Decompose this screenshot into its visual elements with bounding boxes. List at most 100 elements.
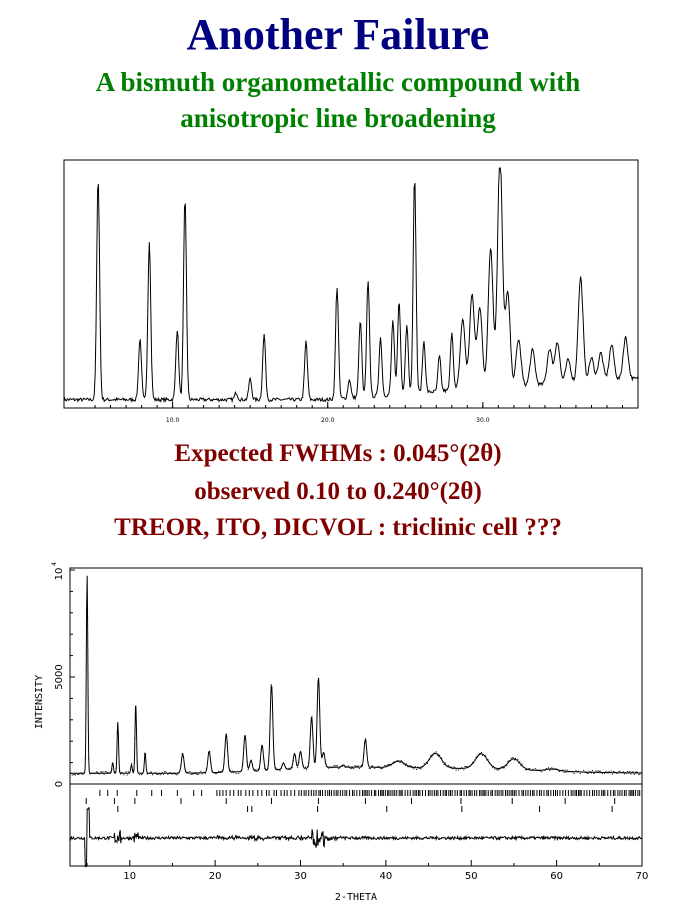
x-tick-label: 40 <box>380 871 393 882</box>
observed-point <box>172 773 174 775</box>
observed-point <box>447 764 449 766</box>
calculated-profile-line <box>70 575 642 774</box>
observed-point <box>478 753 480 755</box>
observed-point <box>254 769 256 771</box>
observed-point <box>513 759 515 761</box>
observed-point <box>293 752 295 754</box>
observed-point <box>454 767 456 769</box>
rietveld-fit-chart: 10 20 30 40 50 60 70 0 5000 10 4 2-THETA INTENSITY <box>34 562 648 903</box>
observed-point <box>170 773 172 775</box>
observed-point <box>165 771 167 773</box>
observed-point <box>482 754 483 756</box>
observed-point <box>97 771 98 773</box>
observed-point <box>511 757 513 759</box>
observed-point <box>439 754 441 756</box>
observed-point <box>435 751 437 753</box>
observed-point <box>190 773 192 775</box>
observed-point <box>330 767 332 769</box>
observed-point <box>532 768 534 770</box>
x-tick-label: 10.0 <box>166 417 180 424</box>
observed-point <box>392 761 394 763</box>
observed-point <box>501 765 503 767</box>
observed-point <box>592 770 593 772</box>
observed-point <box>623 773 625 775</box>
observed-point <box>358 768 360 770</box>
plot-frame <box>63 159 639 409</box>
observed-point <box>638 774 640 776</box>
observed-point <box>562 769 564 771</box>
observed-point <box>201 773 203 775</box>
observed-point <box>157 774 159 776</box>
observed-point <box>204 773 206 775</box>
observed-point <box>586 772 588 774</box>
observed-point <box>106 772 108 774</box>
observed-point <box>123 774 125 776</box>
x-tick-label: 20 <box>209 871 222 882</box>
observed-point <box>453 766 455 768</box>
observed-point <box>357 765 359 767</box>
observed-point <box>633 773 635 775</box>
raw-diffraction-pattern-chart: 10.0 20.0 30.0 <box>63 159 639 424</box>
observed-point <box>549 769 551 771</box>
observed-point <box>78 773 80 775</box>
observed-point <box>161 772 163 774</box>
observed-point <box>413 766 415 768</box>
observed-point <box>156 773 158 775</box>
observed-point <box>627 770 629 772</box>
observed-point <box>420 768 422 770</box>
observed-point <box>306 769 307 771</box>
observed-point <box>355 765 357 767</box>
observed-point <box>400 759 402 761</box>
observed-point <box>559 770 560 772</box>
observed-point <box>548 767 549 769</box>
observed-point <box>419 768 421 770</box>
y-top-label: 10 <box>54 568 65 581</box>
observed-point <box>73 774 75 776</box>
observed-point <box>500 766 502 768</box>
observed-point <box>125 771 127 773</box>
observed-point <box>598 770 600 772</box>
observed-point <box>496 769 498 771</box>
observed-point <box>344 766 346 768</box>
observed-point <box>372 765 373 767</box>
observed-point <box>405 765 406 767</box>
axes: 10 20 30 40 50 60 70 0 5000 10 4 <box>51 562 648 882</box>
observed-point <box>460 768 461 770</box>
observed-point <box>388 763 390 765</box>
observed-point <box>89 773 91 775</box>
observed-point <box>593 772 595 774</box>
observed-point <box>599 770 601 772</box>
observed-point <box>632 771 634 773</box>
observed-point <box>175 773 177 775</box>
observed-point <box>181 753 183 755</box>
observed-point <box>526 769 527 771</box>
observed-point <box>384 764 386 766</box>
observed-point <box>109 772 111 774</box>
y-top-exponent: 4 <box>51 562 58 566</box>
observed-point <box>619 770 621 772</box>
observed-point <box>389 763 391 765</box>
observed-point <box>421 767 423 769</box>
observed-point <box>247 769 249 771</box>
observed-point <box>334 765 336 767</box>
observed-point <box>342 765 344 767</box>
observed-point <box>512 757 514 759</box>
observed-point <box>163 773 164 775</box>
observed-point <box>391 762 393 764</box>
observed-point <box>235 773 237 775</box>
observed-point <box>328 767 329 769</box>
observed-point <box>75 774 76 776</box>
observed-point <box>464 766 466 768</box>
y-axis-label: INTENSITY <box>34 675 45 729</box>
observed-point <box>517 758 519 760</box>
observed-point <box>577 770 579 772</box>
observed-point <box>385 765 387 767</box>
observed-point <box>288 767 290 769</box>
observed-point <box>541 771 543 773</box>
x-tick-label: 20.0 <box>321 417 335 424</box>
observed-point <box>152 774 153 776</box>
observed-point <box>121 771 123 773</box>
observed-point <box>336 765 338 767</box>
observed-point <box>597 770 599 772</box>
observed-point <box>257 768 259 770</box>
